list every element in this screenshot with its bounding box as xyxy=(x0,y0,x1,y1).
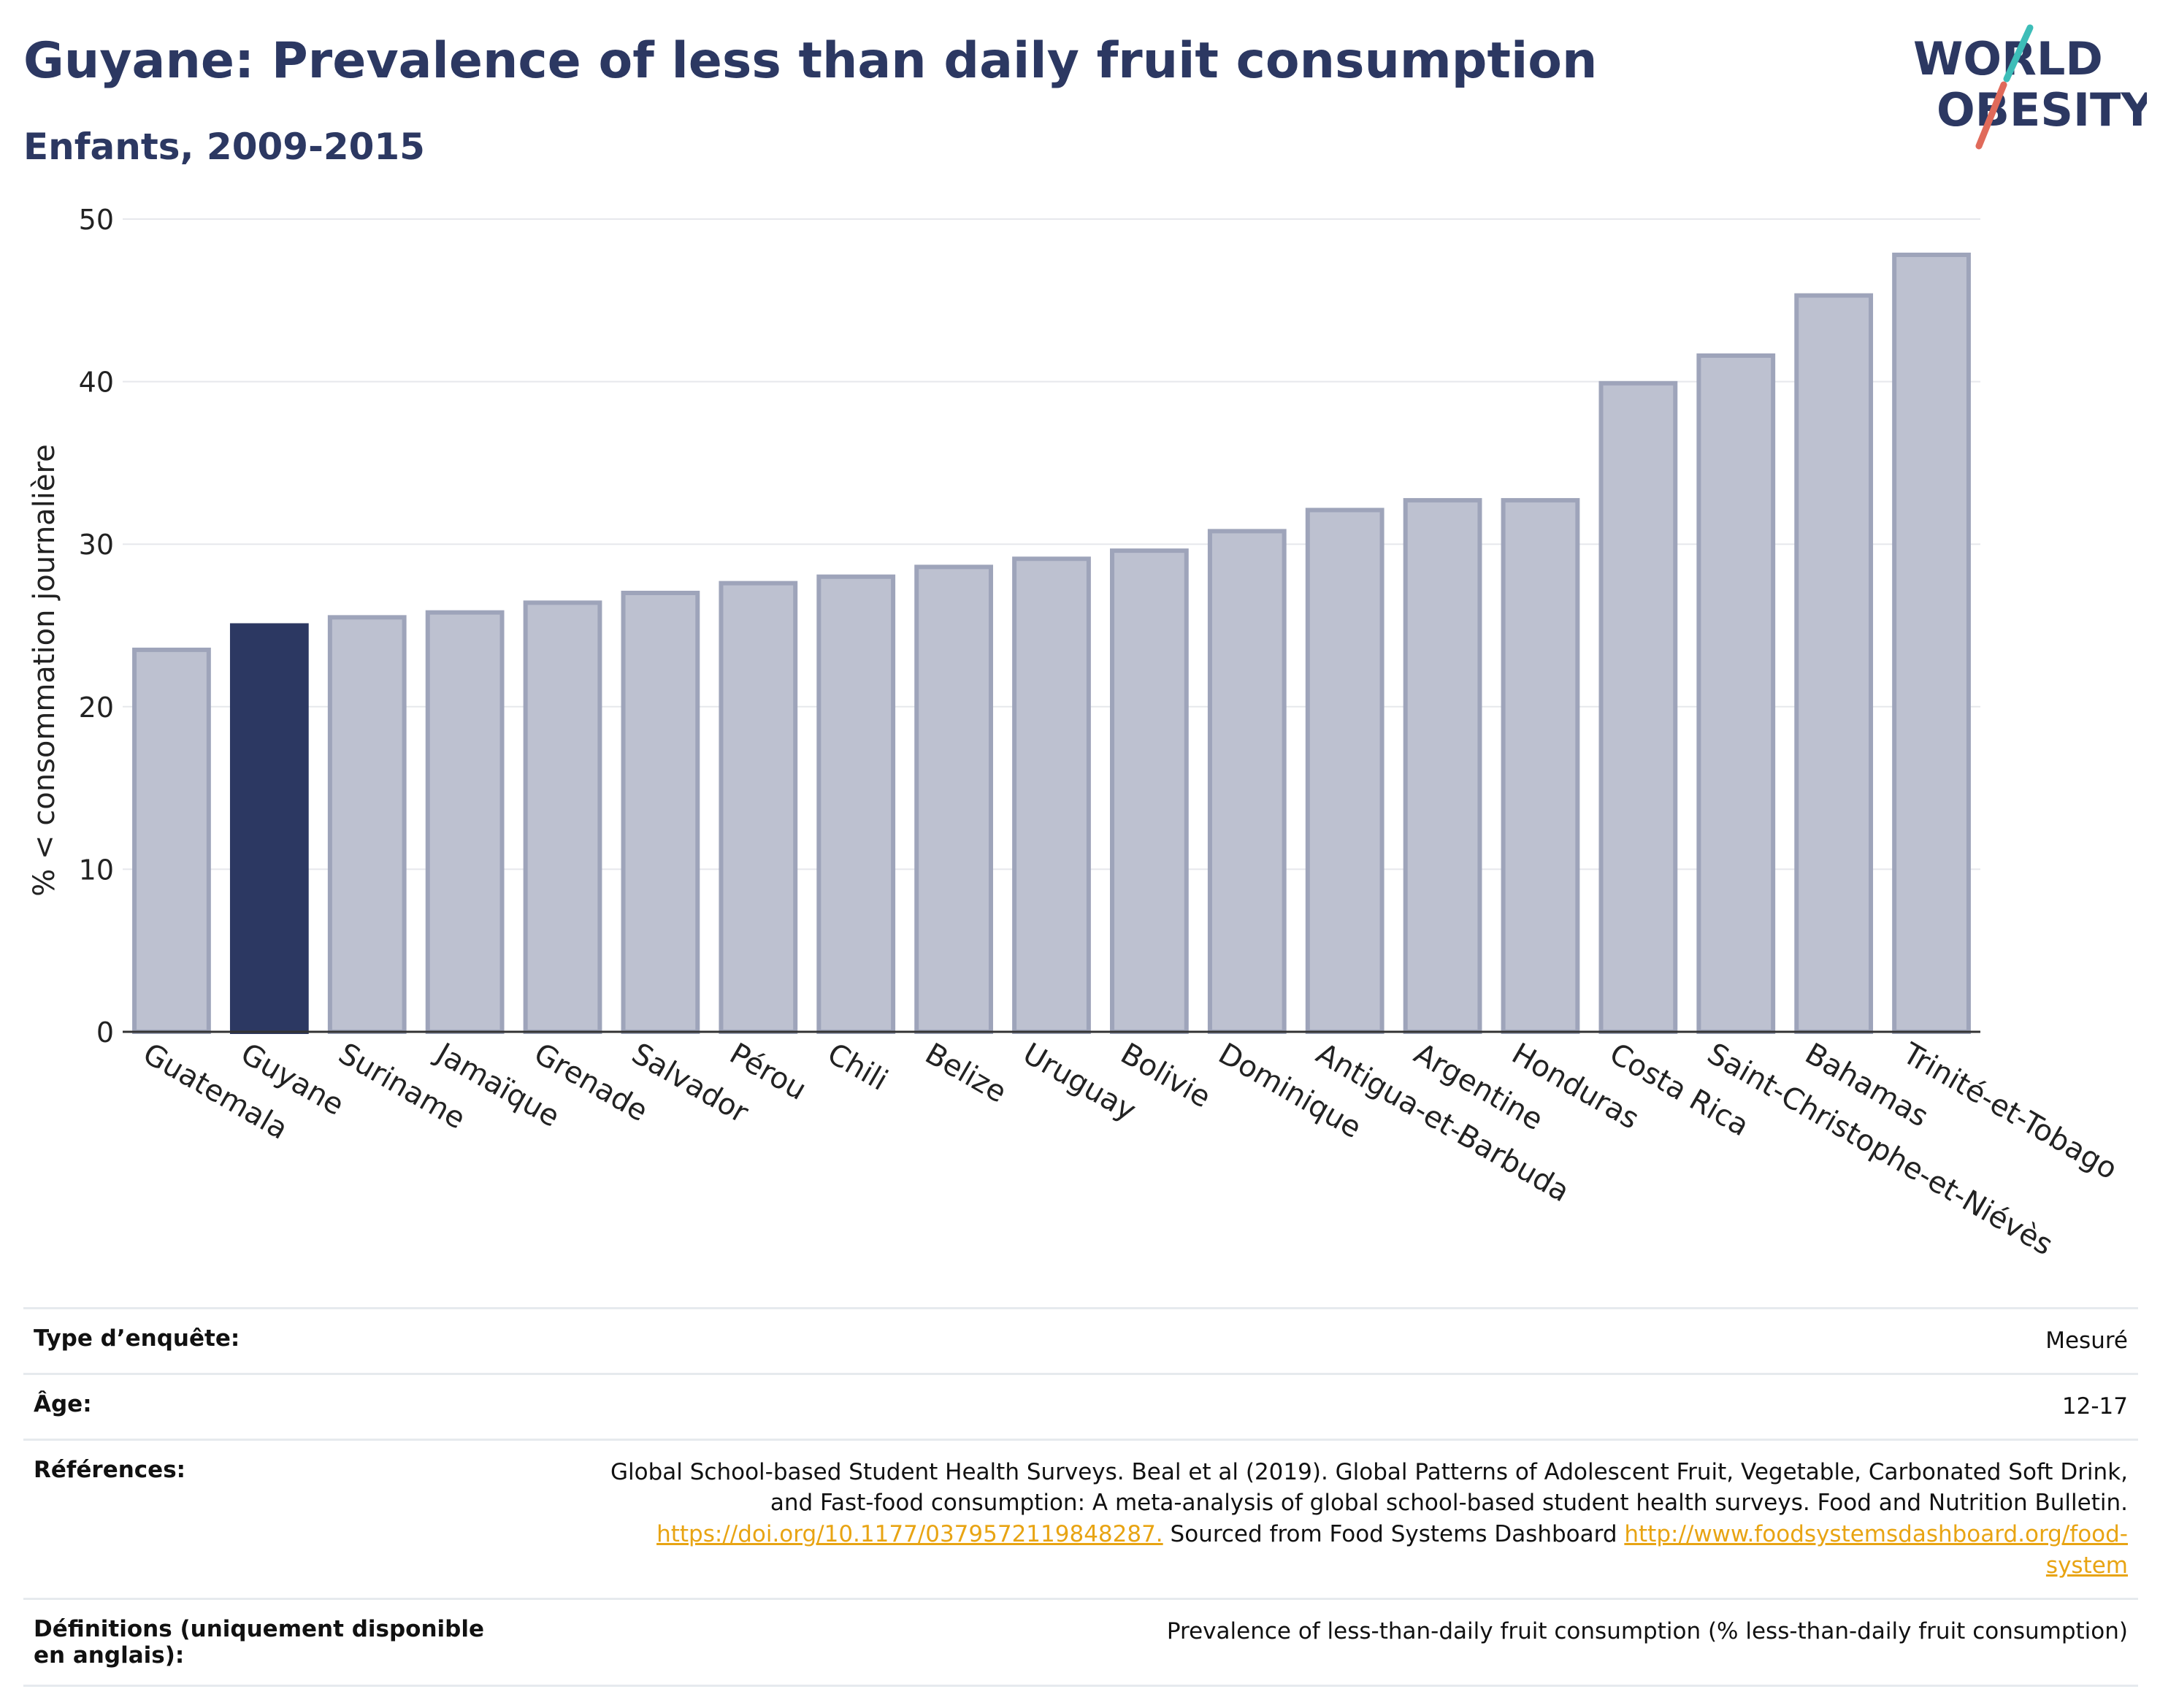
bar-suriname xyxy=(327,615,407,1034)
bar-saint-christophe-et-ni-v-s xyxy=(1696,353,1776,1034)
info-label: Références: xyxy=(34,1456,186,1483)
info-label: Définitions (uniquement disponible en an… xyxy=(34,1615,485,1669)
logo-slash-top xyxy=(2003,24,2034,83)
info-value: Mesuré xyxy=(2045,1328,2128,1354)
bar-dominique xyxy=(1207,529,1287,1034)
bars xyxy=(132,252,1971,1034)
x-axis-ticks: GuatemalaGuyaneSurinameJamaïqueGrenadeSa… xyxy=(137,1035,2123,1262)
info-value: Prevalence of less-than-daily fruit cons… xyxy=(1166,1617,2128,1644)
bar-guyane xyxy=(229,623,309,1034)
y-tick-label: 40 xyxy=(79,367,114,399)
bar-belize xyxy=(914,564,993,1034)
y-tick-label: 50 xyxy=(79,204,114,236)
bar-chili xyxy=(816,574,896,1034)
bar-guatemala xyxy=(132,647,211,1034)
chart-title: Guyane: Prevalence of less than daily fr… xyxy=(23,32,1598,90)
bar-argentine xyxy=(1403,498,1482,1034)
reference-text: Sourced from Food Systems Dashboard xyxy=(1163,1521,1625,1548)
bar-uruguay xyxy=(1012,556,1091,1034)
x-tick-label: Belize xyxy=(919,1037,1012,1110)
bar-grenade xyxy=(523,600,602,1034)
info-row-survey-type: Type d’enquête: Mesuré xyxy=(23,1308,2138,1374)
info-row-definitions: Définitions (uniquement disponible en an… xyxy=(23,1598,2138,1686)
y-tick-label: 20 xyxy=(79,692,114,724)
reference-text: and Fast-food consumption: A meta-analys… xyxy=(770,1490,2128,1517)
info-value-references: Global School-based Student Health Surve… xyxy=(511,1439,2138,1598)
x-tick-label: Saint-Christophe-et-Niévès xyxy=(1701,1037,2058,1263)
bar-bolivie xyxy=(1110,548,1189,1034)
bar-chart: 0 10 20 30 40 50 % < consommation journalière… xyxy=(28,204,2123,1262)
world-obesity-logo: WORLD OBESITY xyxy=(1913,24,2147,150)
y-tick-label: 30 xyxy=(79,529,114,561)
logo-slash-bottom xyxy=(1975,81,2007,150)
info-row-age: Âge: 12-17 xyxy=(23,1374,2138,1440)
y-tick-label: 0 xyxy=(96,1016,114,1049)
food-systems-dashboard-link-cont[interactable]: system xyxy=(2045,1552,2128,1579)
info-value: 12-17 xyxy=(2061,1393,2128,1420)
bar-jama-que xyxy=(425,610,505,1034)
y-axis-label: % < consommation journalière xyxy=(28,444,61,896)
bar-costa-rica xyxy=(1598,380,1678,1034)
bar-honduras xyxy=(1501,498,1580,1034)
doi-link[interactable]: https://doi.org/10.1177/0379572119848287… xyxy=(656,1521,1163,1548)
food-systems-dashboard-link[interactable]: http://www.foodsystemsdashboard.org/food… xyxy=(1624,1521,2128,1548)
info-table: Type d’enquête: Mesuré Âge: 12-17 Référe… xyxy=(23,1307,2138,1687)
x-tick-label: Chili xyxy=(822,1037,893,1098)
y-axis-ticks: 0 10 20 30 40 50 xyxy=(79,204,114,1049)
bar-p-rou xyxy=(719,581,798,1034)
bar-antigua-et-barbuda xyxy=(1305,508,1385,1034)
y-tick-label: 10 xyxy=(79,854,114,886)
bar-bahamas xyxy=(1794,293,1874,1034)
reference-text: Global School-based Student Health Surve… xyxy=(610,1458,2128,1485)
bar-trinit-et-tobago xyxy=(1892,252,1971,1034)
x-tick-label: Uruguay xyxy=(1017,1037,1141,1128)
chart-subtitle: Enfants, 2009-2015 xyxy=(23,126,425,168)
info-label: Type d’enquête: xyxy=(34,1325,240,1352)
bar-salvador xyxy=(621,590,700,1034)
logo-word-obesity: OBESITY xyxy=(1937,83,2147,137)
info-label: Âge: xyxy=(34,1390,92,1417)
info-row-references: Références: Global School-based Student … xyxy=(23,1439,2138,1599)
